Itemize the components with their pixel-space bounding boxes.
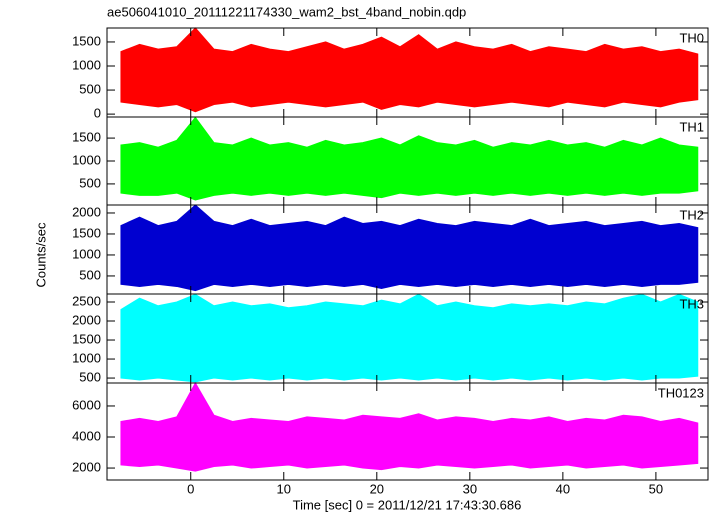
y-tick-label: 1500 [72, 331, 101, 346]
panel-label: TH2 [679, 207, 704, 222]
y-axis-label: Counts/sec [33, 222, 48, 288]
y-tick-label: 1000 [72, 57, 101, 72]
panel-label: TH0123 [658, 385, 704, 400]
y-tick-label: 4000 [72, 428, 101, 443]
x-tick-label: 10 [277, 481, 291, 496]
y-tick-label: 1500 [72, 33, 101, 48]
x-tick-label: 40 [556, 481, 570, 496]
y-tick-label: 1000 [72, 350, 101, 365]
panel-frame [106, 382, 709, 481]
band [120, 116, 699, 201]
x-tick-label: 30 [463, 481, 477, 496]
y-tick-label: 6000 [72, 397, 101, 412]
band [120, 293, 699, 383]
y-tick-label: 1500 [72, 130, 101, 145]
y-tick-label: 500 [79, 267, 101, 282]
y-tick-label: 500 [79, 175, 101, 190]
band [120, 27, 699, 113]
band [120, 381, 699, 472]
y-tick-label: 0 [94, 106, 101, 121]
y-tick-label: 2500 [72, 293, 101, 308]
y-tick-label: 1500 [72, 225, 101, 240]
y-tick-label: 2000 [72, 459, 101, 474]
y-tick-label: 500 [79, 369, 101, 384]
y-tick-label: 1000 [72, 152, 101, 167]
x-tick-label: 50 [649, 481, 663, 496]
y-tick-label: 2000 [72, 204, 101, 219]
x-tick-label: 0 [187, 481, 194, 496]
y-tick-label: 1000 [72, 246, 101, 261]
chart-title: ae506041010_20111221174330_wam2_bst_4ban… [107, 4, 466, 19]
y-tick-label: 500 [79, 81, 101, 96]
band [120, 204, 699, 292]
y-tick-label: 2000 [72, 312, 101, 327]
panel-label: TH0 [679, 30, 704, 45]
panel-label: TH3 [679, 296, 704, 311]
panel-label: TH1 [679, 119, 704, 134]
x-tick-label: 20 [370, 481, 384, 496]
x-axis-label: Time [sec] 0 = 2011/12/21 17:43:30.686 [293, 497, 522, 512]
